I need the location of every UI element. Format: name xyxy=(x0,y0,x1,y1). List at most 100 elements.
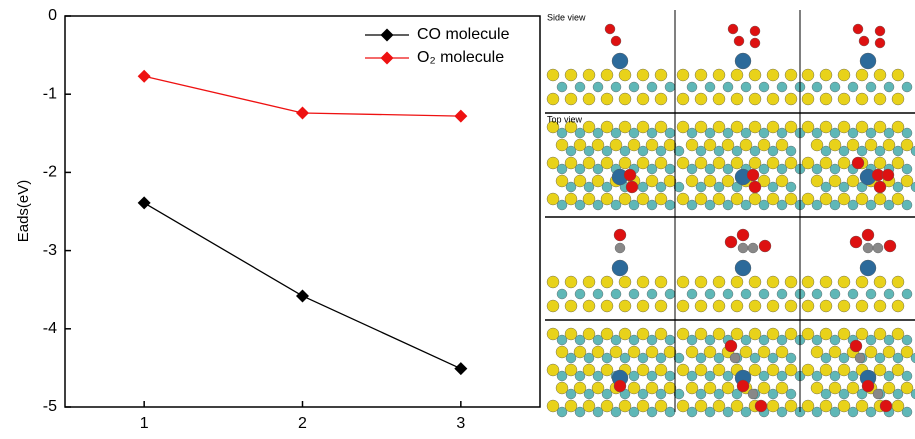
atom xyxy=(848,82,858,92)
atom xyxy=(749,276,761,288)
atom xyxy=(852,157,864,169)
atom xyxy=(557,82,567,92)
atom xyxy=(862,380,874,392)
atom xyxy=(749,69,761,81)
atom xyxy=(767,69,779,81)
series-line xyxy=(144,203,461,369)
atom xyxy=(655,300,667,312)
atom xyxy=(605,24,615,34)
atom xyxy=(687,82,697,92)
plot-frame xyxy=(65,16,540,407)
atom xyxy=(838,69,850,81)
atom xyxy=(575,289,585,299)
atom xyxy=(749,93,761,105)
atom xyxy=(820,93,832,105)
atom xyxy=(637,300,649,312)
structure-panels xyxy=(545,10,915,417)
atom xyxy=(619,300,631,312)
atom xyxy=(812,82,822,92)
atom xyxy=(848,289,858,299)
atom xyxy=(820,276,832,288)
atom xyxy=(665,200,675,210)
atom xyxy=(583,93,595,105)
atom xyxy=(767,93,779,105)
atom xyxy=(759,289,769,299)
atom xyxy=(884,82,894,92)
atom xyxy=(856,69,868,81)
atom xyxy=(655,93,667,105)
atom xyxy=(637,69,649,81)
atom xyxy=(637,93,649,105)
atom xyxy=(575,82,585,92)
atom xyxy=(830,289,840,299)
atom xyxy=(723,289,733,299)
atom xyxy=(583,300,595,312)
atom xyxy=(785,69,797,81)
atom xyxy=(759,82,769,92)
point xyxy=(296,289,309,302)
point xyxy=(454,362,467,375)
atom xyxy=(655,276,667,288)
atom xyxy=(747,169,759,181)
atom xyxy=(665,128,675,138)
atom xyxy=(850,236,862,248)
atom xyxy=(725,340,737,352)
atom xyxy=(713,69,725,81)
atom xyxy=(583,276,595,288)
atom xyxy=(728,24,738,34)
atom xyxy=(892,93,904,105)
atom xyxy=(655,69,667,81)
atom xyxy=(547,276,559,288)
atom xyxy=(713,300,725,312)
atom xyxy=(767,276,779,288)
atom xyxy=(725,236,737,248)
atom xyxy=(812,289,822,299)
atom xyxy=(802,69,814,81)
atom xyxy=(612,260,628,276)
atom xyxy=(748,389,758,399)
atom xyxy=(557,289,567,299)
atom xyxy=(665,407,675,417)
legend-label: O₂ molecule xyxy=(417,49,504,66)
y-tick-label: -3 xyxy=(43,242,57,259)
atom xyxy=(749,181,761,193)
atom xyxy=(612,53,628,69)
atom xyxy=(677,300,689,312)
atom xyxy=(902,371,912,381)
point xyxy=(138,196,151,209)
point xyxy=(296,106,309,119)
atom xyxy=(785,276,797,288)
atom xyxy=(785,300,797,312)
atom xyxy=(695,276,707,288)
atom xyxy=(820,300,832,312)
atom xyxy=(884,289,894,299)
atom xyxy=(802,276,814,288)
panel-label: Top view xyxy=(547,114,583,124)
atom xyxy=(677,69,689,81)
atom xyxy=(547,300,559,312)
atom xyxy=(565,276,577,288)
atom xyxy=(866,289,876,299)
atom xyxy=(856,93,868,105)
atom xyxy=(637,276,649,288)
atom xyxy=(874,300,886,312)
atom xyxy=(624,169,636,181)
atom xyxy=(735,53,751,69)
atom xyxy=(786,389,796,399)
atom xyxy=(860,260,876,276)
atom xyxy=(875,26,885,36)
atom xyxy=(750,26,760,36)
atom xyxy=(713,93,725,105)
atom xyxy=(695,300,707,312)
atom xyxy=(862,229,874,241)
atom xyxy=(731,276,743,288)
atom xyxy=(629,82,639,92)
atom xyxy=(786,353,796,363)
atom xyxy=(855,353,865,363)
atom xyxy=(748,243,758,253)
atom xyxy=(902,82,912,92)
atom xyxy=(735,260,751,276)
atom xyxy=(874,93,886,105)
atom xyxy=(802,300,814,312)
atom xyxy=(593,289,603,299)
